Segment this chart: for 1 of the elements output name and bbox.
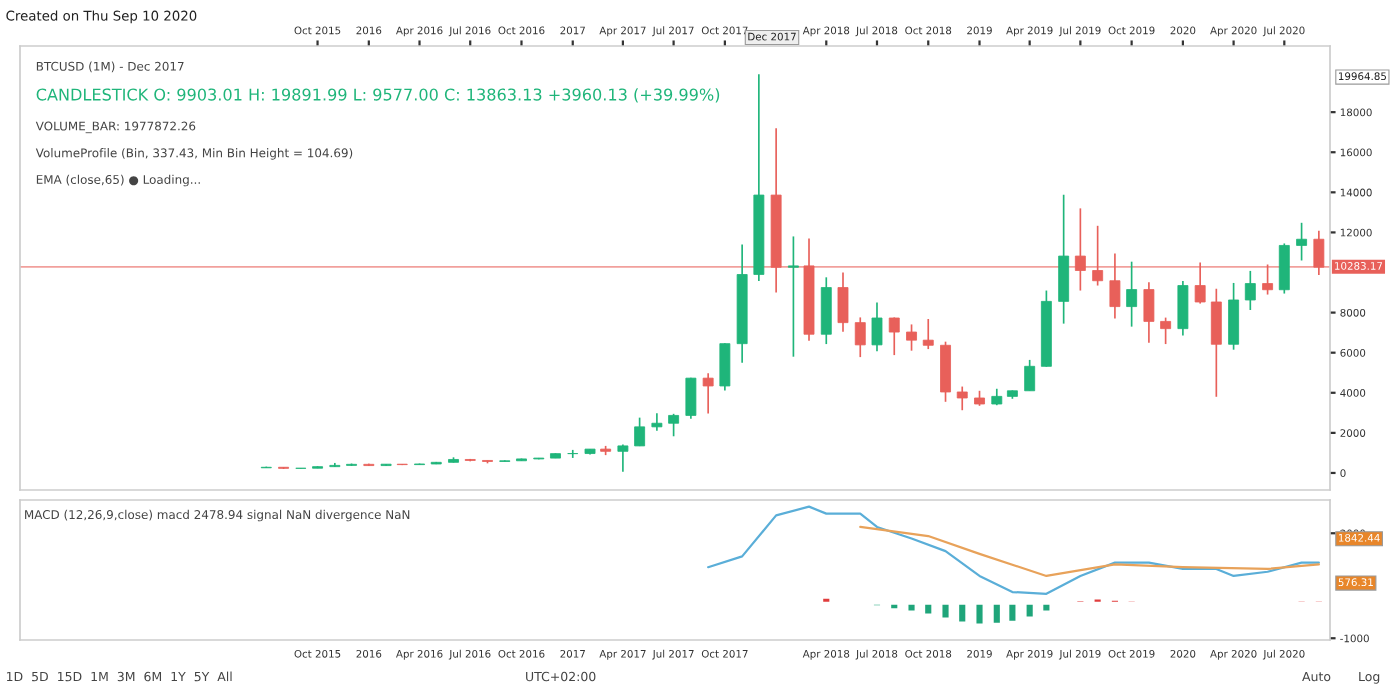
annotation: CANDLESTICK O: 9903.01 H: 19891.99 L: 9577.00 C: 13863.13 +3960.13 (+39.99%) xyxy=(36,88,720,103)
